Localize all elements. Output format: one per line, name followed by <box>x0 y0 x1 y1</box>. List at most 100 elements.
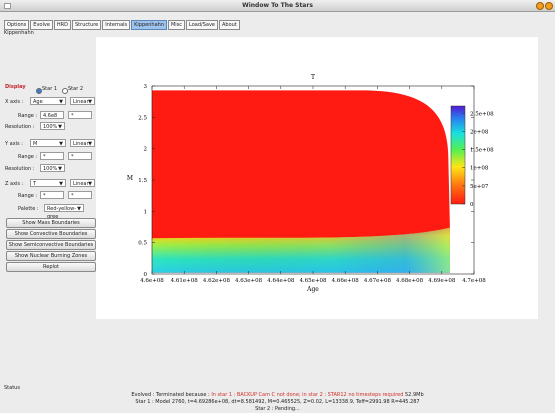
yaxis-scale-select[interactable]: Linear ▼ <box>70 139 95 147</box>
chart-title: T <box>311 74 315 81</box>
chevron-down-icon: ▼ <box>59 99 63 105</box>
star1-label: Star 1 <box>42 86 58 92</box>
palette-label: Palette : <box>18 206 39 212</box>
x-tick-label: 4.6e+08 <box>140 278 164 284</box>
close-icon[interactable] <box>545 2 553 10</box>
xaxis-scale-select[interactable]: Linear ▼ <box>70 97 95 105</box>
yaxis-resolution-value: 100% <box>43 166 58 172</box>
window-menu-icon[interactable] <box>4 3 11 9</box>
yaxis-resolution-label: Resolution : <box>5 166 35 172</box>
display-title: Display <box>5 84 26 90</box>
yaxis-range-label: Range : <box>18 154 38 160</box>
xaxis-label: X axis : <box>5 99 24 105</box>
status-line-1: Evolved : Terminated because : In star 1… <box>0 392 555 398</box>
xaxis-range-label: Range : <box>18 113 38 119</box>
plot-area: T 4.6e+08 4.61e+08 4.62e+08 4.63e+08 4.64e+0… <box>96 37 538 319</box>
xaxis-value: Age <box>33 99 43 105</box>
tab-internals[interactable]: Internals <box>102 20 131 30</box>
tab-evolve[interactable]: Evolve <box>30 20 53 30</box>
xaxis-resolution-select[interactable]: 100% ▼ <box>40 122 65 130</box>
star2-radio[interactable] <box>62 88 68 94</box>
chevron-down-icon: ▼ <box>58 124 62 130</box>
tab-options[interactable]: Options <box>4 20 30 30</box>
chevron-down-icon: ▼ <box>77 206 81 212</box>
status-line-3: Star 2 : Pending... <box>255 406 300 412</box>
xaxis-scale-value: Linear <box>73 99 89 105</box>
zaxis-scale-value: Linear <box>73 181 89 187</box>
tab-hrd[interactable]: HRD <box>53 20 71 30</box>
yaxis-label: Y axis : <box>5 141 23 147</box>
minimize-icon[interactable] <box>536 2 544 10</box>
window-title: Window To The Stars <box>242 2 313 9</box>
zaxis-range-min[interactable]: * <box>40 191 64 199</box>
show-convective-boundaries-button[interactable]: Show Convective Boundaries <box>6 229 96 239</box>
x-tick-label: 4.67e+08 <box>364 278 392 284</box>
xaxis-resolution-label: Resolution : <box>5 124 35 130</box>
yaxis-range-min[interactable]: * <box>40 152 64 160</box>
tab-kippenhahn[interactable]: Kippenhahn <box>131 20 167 30</box>
show-nuclear-burning-zones-button[interactable]: Show Nuclear Burning Zones <box>6 251 96 261</box>
y-tick-label: 3 <box>144 84 148 90</box>
zaxis-value: T <box>33 181 37 187</box>
chevron-down-icon: ▼ <box>88 99 92 105</box>
y-tick-label: 1 <box>144 209 148 215</box>
tab-about[interactable]: About <box>219 20 240 30</box>
chevron-down-icon: ▼ <box>88 181 92 187</box>
x-tick-label: 4.65e+08 <box>299 278 327 284</box>
x-tick-label: 4.61e+08 <box>171 278 199 284</box>
colorbar-tick-label: 1e+08 <box>470 166 489 172</box>
star2-label: Star 2 <box>68 86 84 92</box>
yaxis-select[interactable]: M ▼ <box>30 139 66 147</box>
palette-value: Red-yellow-gree <box>47 206 76 220</box>
xaxis-range-max[interactable]: * <box>68 111 92 119</box>
show-semiconvective-boundaries-button[interactable]: Show Semiconvective Boundaries <box>6 240 96 250</box>
yaxis-scale-value: Linear <box>73 141 89 147</box>
memory-usage: 52.9Mb <box>405 392 424 398</box>
tab-bar: Options Evolve HRD Structure Internals K… <box>4 20 241 30</box>
x-tick-label: 4.62e+08 <box>203 278 231 284</box>
x-axis-label: Age <box>306 286 319 293</box>
y-axis-label: M <box>127 175 133 182</box>
y-tick-label: 1.5 <box>138 178 147 184</box>
tab-misc[interactable]: Misc <box>167 20 186 30</box>
status-line-2: Star 1 : Model 2760, t=4.69286e+08, dt=8… <box>135 399 420 405</box>
tab-structure[interactable]: Structure <box>72 20 102 30</box>
heatmap-envelope-region <box>152 90 450 273</box>
x-tick-label: 4.7e+08 <box>462 278 486 284</box>
zaxis-range-max[interactable]: * <box>68 191 92 199</box>
xaxis-select[interactable]: Age ▼ <box>30 97 66 105</box>
x-tick-label: 4.63e+08 <box>235 278 263 284</box>
xaxis-range-min[interactable]: 4.6e8 <box>40 111 64 119</box>
yaxis-resolution-select[interactable]: 100% ▼ <box>40 164 65 172</box>
y-tick-label: 2.5 <box>138 115 147 121</box>
y-tick-label: 0.5 <box>138 241 147 247</box>
colorbar-tick-label: 0 <box>470 202 474 208</box>
status-prefix: Evolved : Terminated because : <box>131 392 210 398</box>
kippenhahn-plot: T 4.6e+08 4.61e+08 4.62e+08 4.63e+08 4.64e+0… <box>127 74 494 293</box>
zaxis-select[interactable]: T ▼ <box>30 179 66 187</box>
colorbar <box>450 105 466 205</box>
yaxis-value: M <box>33 141 38 147</box>
heatmap-core-shading <box>152 227 450 273</box>
y-tick-label: 2 <box>144 147 148 153</box>
window-titlebar: Window To The Stars <box>0 0 555 12</box>
x-tick-label: 4.66e+08 <box>332 278 360 284</box>
chevron-down-icon: ▼ <box>59 181 63 187</box>
chevron-down-icon: ▼ <box>88 141 92 147</box>
replot-button[interactable]: Replot <box>6 262 96 272</box>
palette-select[interactable]: Red-yellow-gree ▼ <box>44 204 84 220</box>
x-tick-label: 4.64e+08 <box>267 278 295 284</box>
star1-radio[interactable] <box>36 88 42 94</box>
x-tick-label: 4.69e+08 <box>428 278 456 284</box>
status-label: Status <box>4 385 20 391</box>
y-tick-label: 0 <box>144 272 148 278</box>
zaxis-scale-select[interactable]: Linear ▼ <box>70 179 95 187</box>
xaxis-resolution-value: 100% <box>43 124 58 130</box>
panel-label: Kippenhahn <box>4 30 34 36</box>
show-mass-boundaries-button[interactable]: Show Mass Boundaries <box>6 218 96 228</box>
yaxis-range-max[interactable]: * <box>68 152 92 160</box>
zaxis-range-label: Range : <box>18 193 38 199</box>
chevron-down-icon: ▼ <box>59 141 63 147</box>
x-tick-label: 4.68e+08 <box>396 278 424 284</box>
tab-load-save[interactable]: Load/Save <box>186 20 218 30</box>
